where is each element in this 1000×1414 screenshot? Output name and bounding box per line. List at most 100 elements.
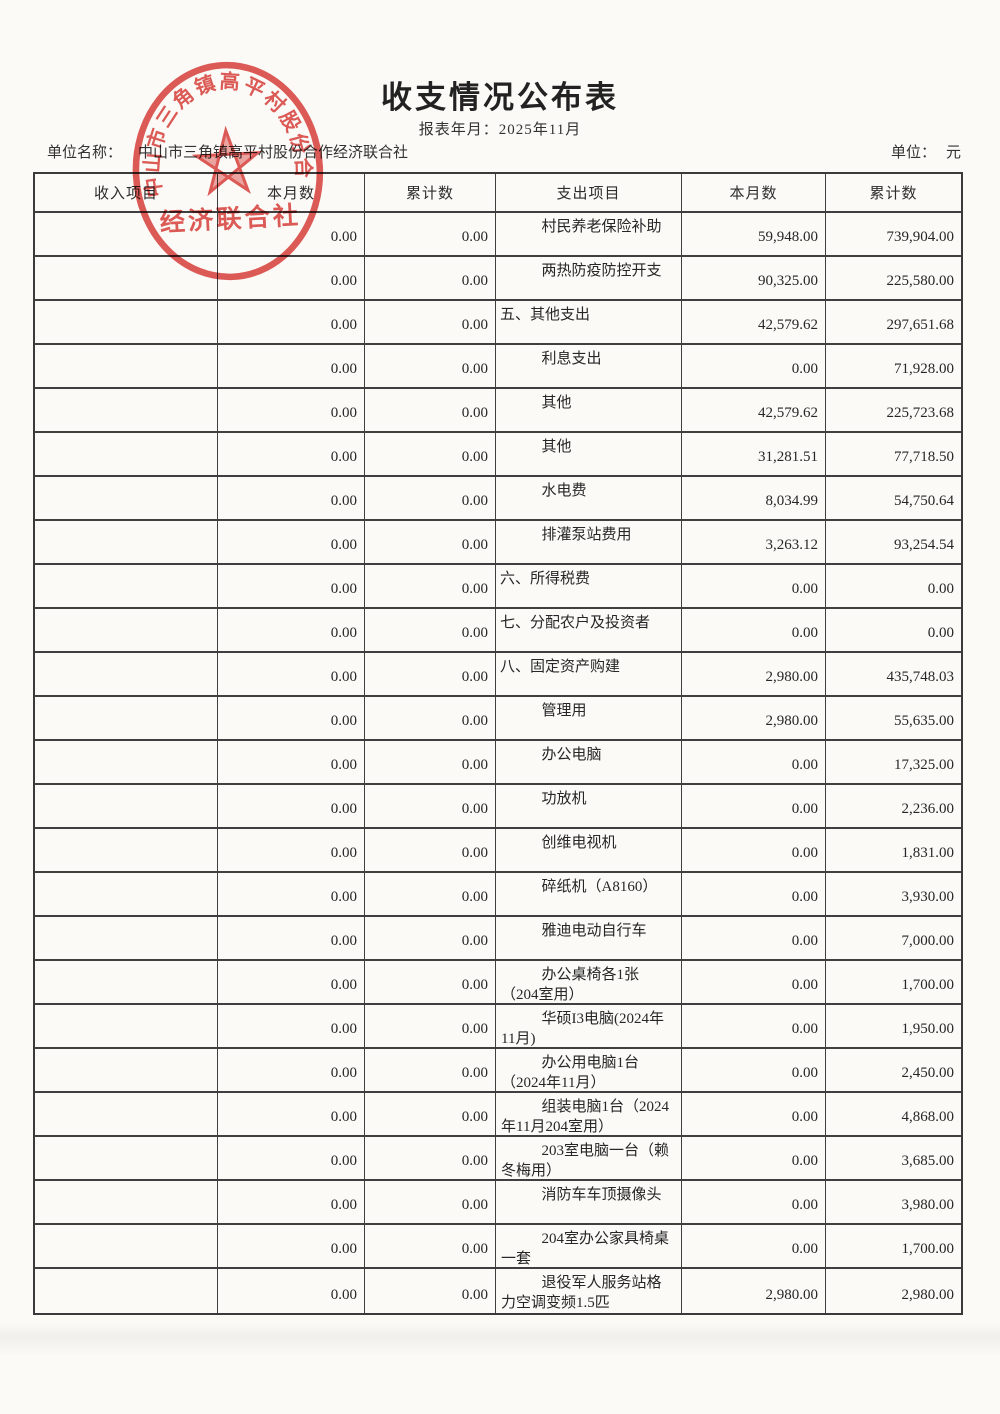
table-row: 0.00 0.00 七、分配农户及投资者 0.00 0.00 (35, 609, 961, 653)
income-total-cell: 0.00 (365, 433, 496, 475)
expense-month-cell: 0.00 (682, 917, 826, 959)
expense-total-cell: 0.00 (927, 581, 954, 597)
expense-total-cell: 3,980.00 (901, 1197, 955, 1213)
income-item-cell (35, 565, 218, 607)
report-period-value: 2025年11月 (498, 122, 582, 138)
income-month-cell: 0.00 (218, 741, 365, 783)
expense-item-cell: 管理用 (496, 697, 682, 739)
table-row: 0.00 0.00 两热防疫防控开支 90,325.00 225,580.00 (35, 257, 961, 301)
income-item-cell (35, 477, 218, 519)
income-month-cell: 0.00 (218, 213, 365, 255)
table-row: 0.00 0.00 办公用电脑1台（2024年11月） 0.00 2,450.00 (35, 1049, 961, 1093)
income-item-cell (35, 1269, 218, 1313)
header-expense-month: 本月数 (682, 174, 826, 211)
income-item-cell (35, 1093, 218, 1135)
income-item-cell (35, 609, 218, 651)
income-month-cell: 0.00 (218, 257, 365, 299)
income-item-cell (35, 521, 218, 563)
income-total-cell: 0.00 (365, 565, 496, 607)
expense-month-cell: 59,948.00 (682, 213, 826, 255)
expense-total-cell: 225,580.00 (886, 273, 955, 289)
header-expense-total: 累计数 (869, 186, 918, 202)
expense-month-cell: 3,263.12 (682, 521, 826, 563)
table-row: 0.00 0.00 华硕I3电脑(2024年11月) 0.00 1,950.00 (35, 1005, 961, 1049)
income-item-cell (35, 433, 218, 475)
expense-item-cell: 功放机 (496, 785, 682, 827)
income-item-cell (35, 653, 218, 695)
income-month-cell: 0.00 (218, 477, 365, 519)
expense-total-cell: 17,325.00 (894, 757, 954, 773)
expense-item-cell: 两热防疫防控开支 (496, 257, 682, 299)
report-period-label: 报表年月： (418, 122, 499, 138)
income-month-cell: 0.00 (218, 785, 365, 827)
expense-item-cell: 碎纸机（A8160） (496, 873, 682, 915)
expense-month-cell: 0.00 (682, 1225, 826, 1267)
expense-item-cell: 消防车车顶摄像头 (496, 1181, 682, 1223)
unit-line: 单位名称： 中山市三角镇高平村股份合作经济联合社 单位： 元 (33, 141, 963, 162)
income-month-cell: 0.00 (218, 1093, 365, 1135)
expense-total-cell: 3,930.00 (901, 889, 955, 905)
income-total-cell: 0.00 (365, 213, 496, 255)
income-month-cell: 0.00 (218, 653, 365, 695)
header-income-month: 本月数 (218, 174, 365, 211)
income-month-cell: 0.00 (218, 1005, 365, 1047)
table-row: 0.00 0.00 退役军人服务站格力空调变频1.5匹 2,980.00 2,980.0… (35, 1269, 961, 1313)
expense-month-cell: 90,325.00 (682, 257, 826, 299)
expense-item-cell: 水电费 (496, 477, 682, 519)
income-total-cell: 0.00 (365, 1181, 496, 1223)
currency-value: 元 (945, 145, 961, 161)
expense-item-cell: 华硕I3电脑(2024年11月) (496, 1005, 682, 1047)
table-row: 0.00 0.00 办公电脑 0.00 17,325.00 (35, 741, 961, 785)
expense-total-cell: 3,685.00 (901, 1153, 955, 1169)
income-total-cell: 0.00 (365, 1049, 496, 1091)
expense-total-cell: 739,904.00 (886, 229, 955, 245)
income-month-cell: 0.00 (218, 1049, 365, 1091)
income-item-cell (35, 345, 218, 387)
table-row: 0.00 0.00 组装电脑1台（2024年11月204室用） 0.00 4,868.0… (35, 1093, 961, 1137)
income-item-cell (35, 1049, 218, 1091)
expense-item-cell: 204室办公家具椅桌一套 (496, 1225, 682, 1267)
page-title: 收支情况公布表 (381, 80, 619, 115)
income-month-cell: 0.00 (218, 829, 365, 871)
expense-item-cell: 六、所得税费 (496, 565, 682, 607)
table-row: 0.00 0.00 六、所得税费 0.00 0.00 (35, 565, 961, 609)
expense-item-cell: 办公电脑 (496, 741, 682, 783)
expense-item-cell: 利息支出 (496, 345, 682, 387)
expense-month-cell: 0.00 (682, 345, 826, 387)
income-month-cell: 0.00 (218, 521, 365, 563)
income-total-cell: 0.00 (365, 741, 496, 783)
income-item-cell (35, 257, 218, 299)
expense-month-cell: 2,980.00 (682, 1269, 826, 1313)
income-month-cell: 0.00 (218, 1137, 365, 1179)
expense-item-cell: 办公桌椅各1张（204室用） (496, 961, 682, 1003)
header-expense-item: 支出项目 (496, 174, 682, 211)
expense-item-cell: 排灌泵站费用 (496, 521, 682, 563)
expense-month-cell: 31,281.51 (682, 433, 826, 475)
expense-total-cell: 54,750.64 (894, 493, 954, 509)
expense-month-cell: 42,579.62 (682, 389, 826, 431)
income-item-cell (35, 829, 218, 871)
table-row: 0.00 0.00 水电费 8,034.99 54,750.64 (35, 477, 961, 521)
table-row: 0.00 0.00 五、其他支出 42,579.62 297,651.68 (35, 301, 961, 345)
header-income-total: 累计数 (365, 174, 496, 211)
income-month-cell: 0.00 (218, 1225, 365, 1267)
expense-month-cell: 0.00 (682, 1093, 826, 1135)
expense-total-cell: 1,700.00 (901, 1241, 955, 1257)
income-month-cell: 0.00 (218, 873, 365, 915)
expense-item-cell: 雅迪电动自行车 (496, 917, 682, 959)
income-total-cell: 0.00 (365, 1005, 496, 1047)
income-month-cell: 0.00 (218, 917, 365, 959)
header-income-item: 收入项目 (35, 174, 218, 211)
income-item-cell (35, 301, 218, 343)
income-item-cell (35, 1005, 218, 1047)
expense-total-cell: 1,950.00 (901, 1021, 955, 1037)
expense-item-cell: 办公用电脑1台（2024年11月） (496, 1049, 682, 1091)
expense-item-cell: 八、固定资产购建 (496, 653, 682, 695)
table-row: 0.00 0.00 雅迪电动自行车 0.00 7,000.00 (35, 917, 961, 961)
expense-month-cell: 0.00 (682, 1005, 826, 1047)
income-month-cell: 0.00 (218, 961, 365, 1003)
expense-total-cell: 2,236.00 (901, 801, 955, 817)
income-month-cell: 0.00 (218, 301, 365, 343)
income-total-cell: 0.00 (365, 1093, 496, 1135)
table-row: 0.00 0.00 其他 31,281.51 77,718.50 (35, 433, 961, 477)
